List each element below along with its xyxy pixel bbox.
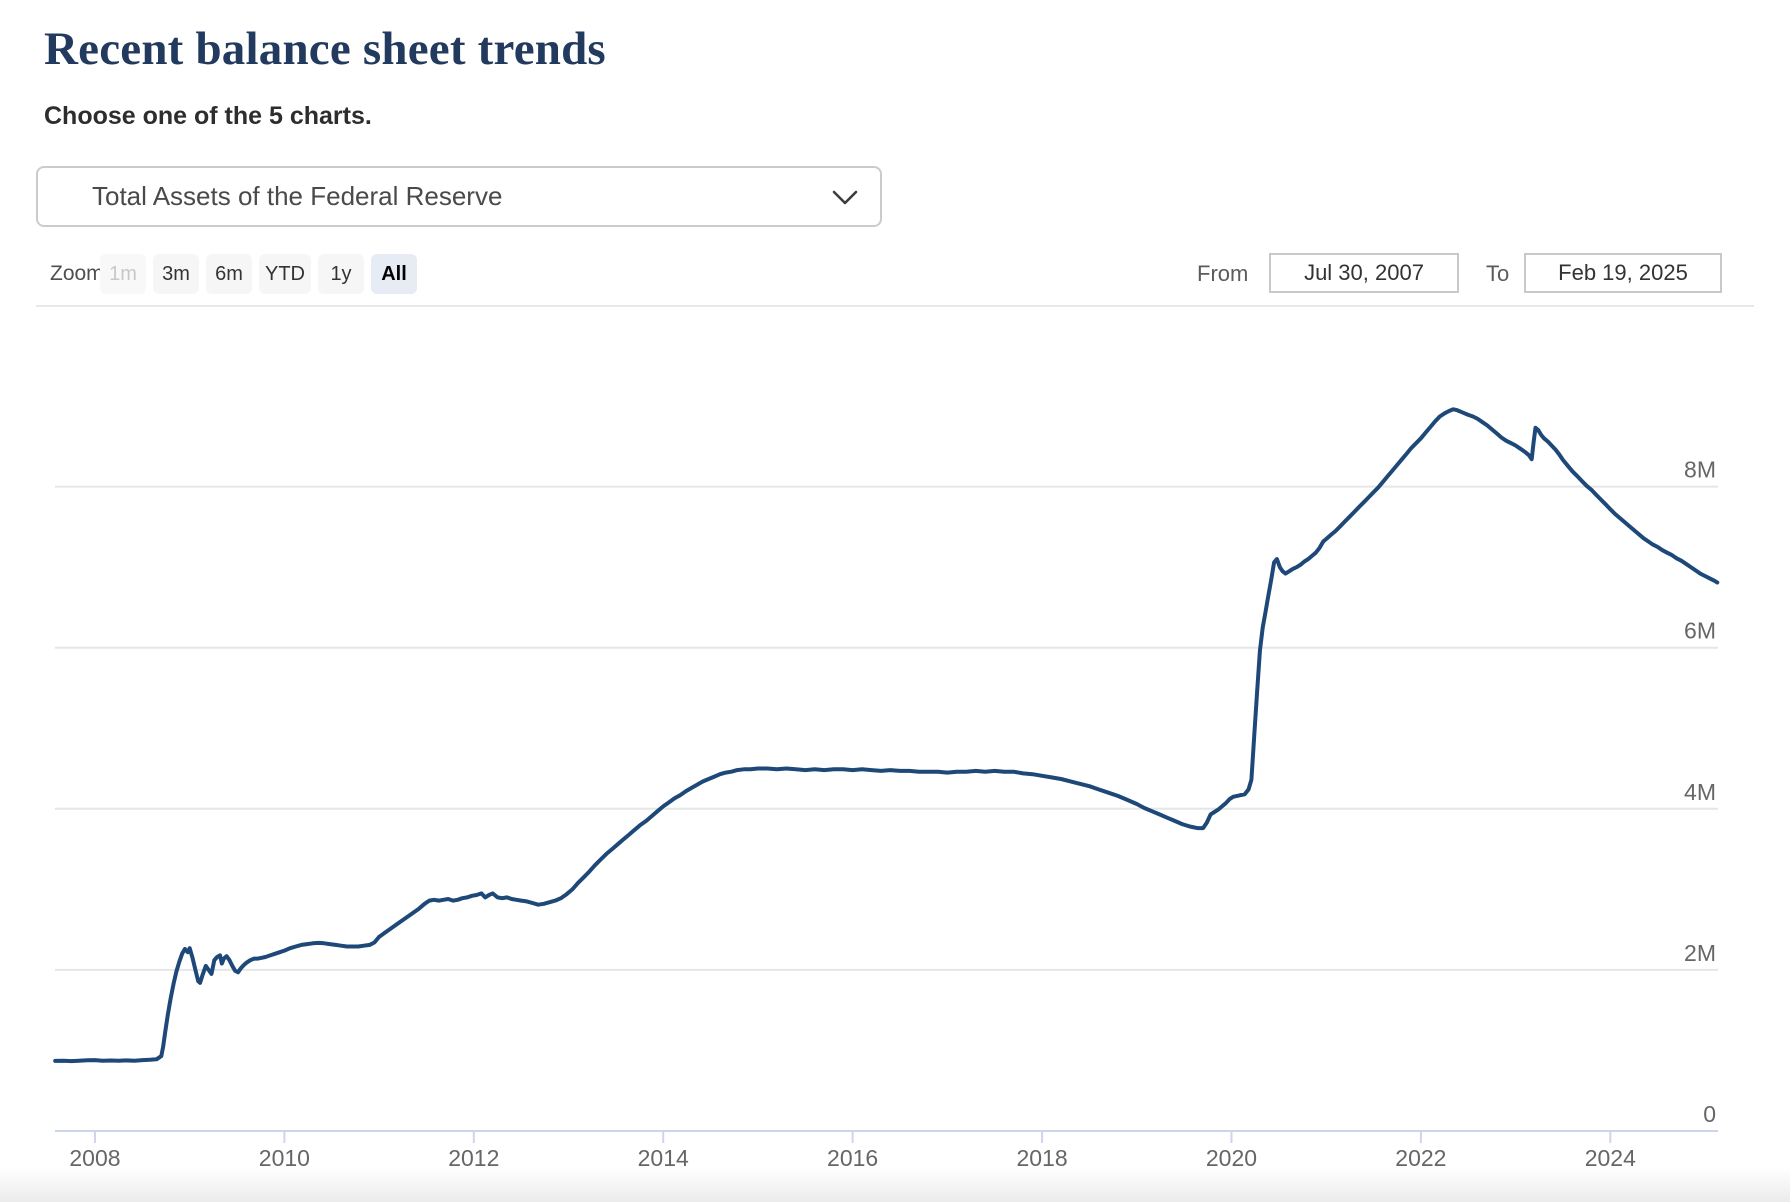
y-axis-label-6m: 6M <box>1684 618 1716 644</box>
chart-chooser-instruction: Choose one of the 5 charts. <box>44 102 372 130</box>
to-date-input[interactable] <box>1524 253 1722 293</box>
y-axis-label-2m: 2M <box>1684 940 1716 966</box>
chart-type-select[interactable]: Total Assets of the Federal Reserve <box>36 166 882 227</box>
zoom-label: Zoom <box>50 262 104 285</box>
chart-type-selected-value: Total Assets of the Federal Reserve <box>92 181 503 211</box>
page-title: Recent balance sheet trends <box>44 23 606 75</box>
y-axis-label-4m: 4M <box>1684 779 1716 805</box>
chevron-down-icon <box>832 190 858 205</box>
y-axis-label-0: 0 <box>1703 1101 1716 1127</box>
zoom-range-button-1m: 1m <box>100 254 146 294</box>
y-axis-label-8m: 8M <box>1684 457 1716 483</box>
zoom-range-button-3m[interactable]: 3m <box>153 254 199 294</box>
to-label: To <box>1486 261 1510 286</box>
zoom-range-button-1y[interactable]: 1y <box>318 254 364 294</box>
zoom-range-button-all[interactable]: All <box>371 254 417 294</box>
total-assets-series-line <box>53 407 1720 1064</box>
from-date-input[interactable] <box>1269 253 1459 293</box>
chart-top-divider <box>36 305 1754 307</box>
from-label: From <box>1197 261 1249 286</box>
zoom-button-group: 1m 3m 6m YTD 1y All <box>100 254 417 294</box>
bottom-fade-band <box>0 1168 1790 1202</box>
zoom-range-button-6m[interactable]: 6m <box>206 254 252 294</box>
zoom-range-button-ytd[interactable]: YTD <box>259 254 311 294</box>
